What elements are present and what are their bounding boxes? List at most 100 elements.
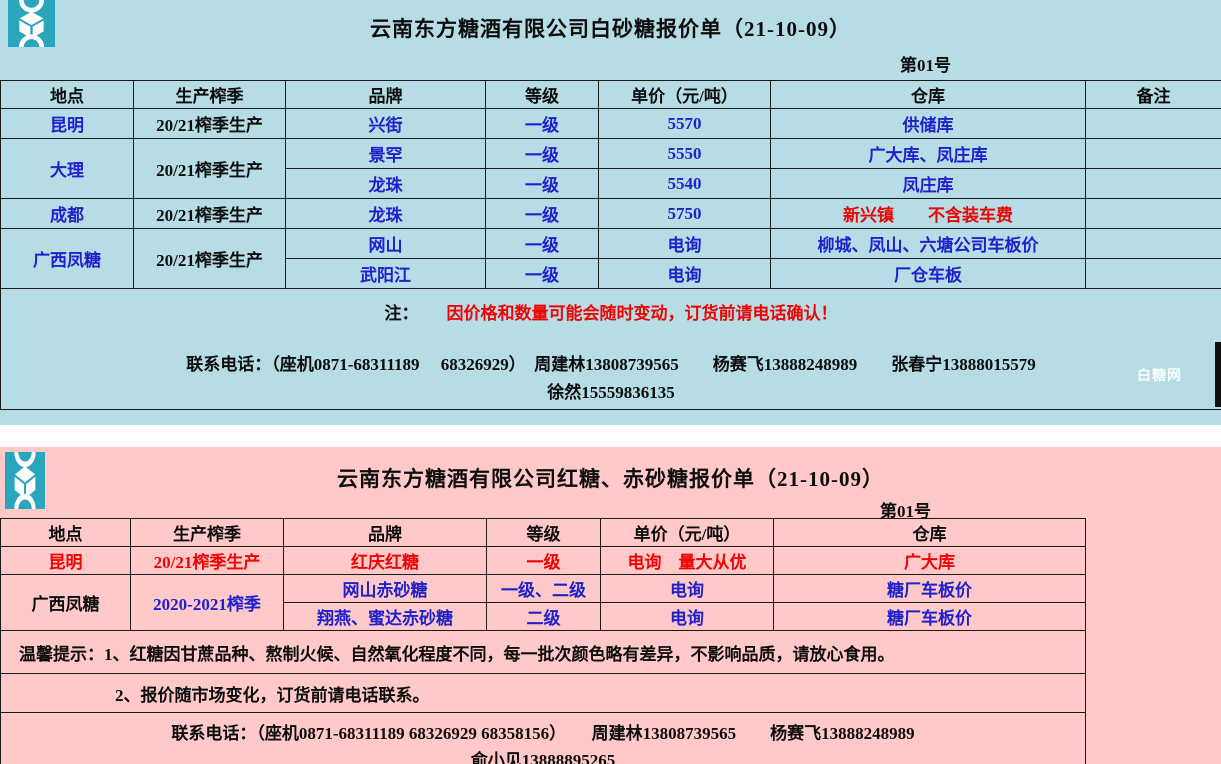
contact-phones-line1: 联系电话：（座机0871-68311189 68326929） 周建林13808… (186, 355, 1036, 374)
cell-brand: 龙珠 (285, 198, 486, 229)
cell-price: 电询 (600, 602, 774, 631)
company-logo-icon (8, 0, 55, 47)
cell-remark-empty (1085, 168, 1221, 199)
white-sugar-table: 地点 生产榨季 品牌 等级 单价（元/吨） 仓库 备注 昆明 20/21榨季生产… (0, 80, 1221, 410)
table-row: 广西凤糖 20/21榨季生产 网山 一级 电询 柳城、凤山、六塘公司车板价 (0, 228, 1221, 289)
cell-remark-empty (1085, 228, 1221, 259)
cell-brand: 红庆红糖 (283, 546, 487, 575)
table-row: 武阳江 一级 电询 厂仓车板 (1, 258, 1221, 289)
cell-location: 昆明 (0, 546, 131, 575)
watermark-text: 白糖网 (1137, 369, 1182, 384)
brown-sugar-section: 云南东方糖酒有限公司红糖、赤砂糖报价单（21-10-09） 第01号 地点 生产… (0, 447, 1221, 764)
header-row: 地点 生产榨季 品牌 等级 单价（元/吨） 仓库 备注 (0, 80, 1221, 109)
cell-season: 20/21榨季生产 (133, 108, 286, 139)
header-warehouse: 仓库 (773, 518, 1086, 547)
header-brand: 品牌 (285, 80, 486, 109)
header-brand: 品牌 (283, 518, 487, 547)
cell-grade: 一级 (485, 198, 599, 229)
footer-row: 注： 因价格和数量可能会随时变动，订货前请电话确认！ 联系电话：（座机0871-6… (0, 288, 1221, 410)
header-price: 单价（元/吨） (598, 80, 771, 109)
cell-brand: 兴街 (285, 108, 486, 139)
cell-warehouse: 凤庄库 (770, 168, 1086, 199)
price-change-note: 注： 因价格和数量可能会随时变动，订货前请电话确认！ (2, 299, 1221, 324)
cell-price: 电询 (600, 574, 774, 603)
cell-brand: 网山赤砂糖 (283, 574, 487, 603)
cell-price: 电询 (598, 258, 771, 289)
cell-warehouse: 供储库 (770, 108, 1086, 139)
white-sugar-sheet-number: 第01号 (900, 56, 951, 75)
cell-price: 5550 (598, 138, 771, 169)
cell-season: 2020-2021榨季 (130, 574, 284, 631)
white-sugar-section: 云南东方糖酒有限公司白砂糖报价单（21-10-09） 第01号 地点 生产榨季 … (0, 0, 1221, 425)
cell-remark-empty (1085, 198, 1221, 229)
white-sugar-title: 云南东方糖酒有限公司白砂糖报价单（21-10-09） (370, 17, 851, 41)
tips-row-1: 温馨提示：1、红糖因甘蔗品种、熬制火候、自然氧化程度不同，每一批次颜色略有差异，… (0, 630, 1086, 674)
cell-warehouse: 柳城、凤山、六塘公司车板价 (770, 228, 1086, 259)
cell-season: 20/21榨季生产 (133, 138, 286, 199)
cell-brand: 武阳江 (285, 258, 486, 289)
header-season: 生产榨季 (130, 518, 284, 547)
cell-grade: 一级 (485, 138, 599, 169)
cell-grade: 二级 (486, 602, 601, 631)
header-price: 单价（元/吨） (600, 518, 774, 547)
section-divider-gap (0, 425, 1221, 447)
cell-location: 大理 (0, 138, 134, 199)
cell-location: 昆明 (0, 108, 134, 139)
table-row: 昆明 20/21榨季生产 红庆红糖 一级 电询 量大从优 广大库 (0, 546, 1086, 575)
table-footer: 联系电话：（座机0871-68311189 68326929 68358156）… (0, 712, 1086, 764)
cell-grade: 一级 (486, 546, 601, 575)
table-row: 龙珠 一级 5540 凤庄库 (1, 168, 1221, 199)
contact-row: 联系电话：（座机0871-68311189 68326929 68358156）… (0, 712, 1086, 764)
table-footer: 注： 因价格和数量可能会随时变动，订货前请电话确认！ 联系电话：（座机0871-6… (0, 288, 1221, 410)
header-remark: 备注 (1085, 80, 1221, 109)
cell-grade: 一级、二级 (486, 574, 601, 603)
cell-grade: 一级 (485, 168, 599, 199)
cell-warehouse: 糖厂车板价 (773, 602, 1086, 631)
note-text: 因价格和数量可能会随时变动，订货前请电话确认！ (446, 304, 838, 323)
cell-season: 20/21榨季生产 (130, 546, 284, 575)
cell-grade: 一级 (485, 228, 599, 259)
cell-season: 20/21榨季生产 (133, 198, 286, 229)
cell-remark-empty (1085, 258, 1221, 289)
cell-grade: 一级 (485, 108, 599, 139)
cell-season: 20/21榨季生产 (133, 228, 286, 289)
price-tip-text: 2、报价随市场变化，订货前请电话联系。 (0, 673, 1086, 713)
header-grade: 等级 (485, 80, 599, 109)
brown-sugar-title: 云南东方糖酒有限公司红糖、赤砂糖报价单（21-10-09） (337, 467, 884, 491)
cell-brand: 网山 (285, 228, 486, 259)
cell-location: 成都 (0, 198, 134, 229)
table-row: 大理 20/21榨季生产 景罕 一级 5550 广大库、凤庄库 (0, 138, 1221, 199)
table-row: 翔燕、蜜达赤砂糖 二级 电询 糖厂车板价 (1, 602, 1086, 631)
tips-row-2: 2、报价随市场变化，订货前请电话联系。 (0, 673, 1086, 713)
table-row: 成都 20/21榨季生产 龙珠 一级 5750 新兴镇 不含装车费 (0, 198, 1221, 229)
cell-remark-empty (1085, 108, 1221, 139)
cell-grade: 一级 (485, 258, 599, 289)
cell-warehouse: 糖厂车板价 (773, 574, 1086, 603)
header-season: 生产榨季 (133, 80, 286, 109)
note-label: 注： (384, 304, 419, 323)
header-row: 地点 生产榨季 品牌 等级 单价（元/吨） 仓库 (0, 518, 1086, 547)
cell-warehouse: 广大库、凤庄库 (770, 138, 1086, 169)
company-logo-icon (5, 452, 45, 509)
table-row: 广西凤糖 2020-2021榨季 网山赤砂糖 一级、二级 电询 糖厂车板价 (0, 574, 1086, 631)
cell-price: 电询 量大从优 (600, 546, 774, 575)
scrollbar-thumb[interactable] (1215, 342, 1221, 407)
cell-price: 5540 (598, 168, 771, 199)
cell-location: 广西凤糖 (0, 228, 134, 289)
brown-sugar-sheet-number: 第01号 (880, 502, 931, 521)
cell-warehouse: 广大库 (773, 546, 1086, 575)
cell-price: 电询 (598, 228, 771, 259)
header-location: 地点 (0, 518, 131, 547)
header-grade: 等级 (486, 518, 601, 547)
brown-sugar-table: 地点 生产榨季 品牌 等级 单价（元/吨） 仓库 昆明 20/21榨季生产 红庆… (0, 518, 1086, 764)
cell-warehouse: 厂仓车板 (770, 258, 1086, 289)
contact-phones-line2: 徐然15559836135 (547, 383, 675, 402)
contact-phones-line2: 俞小见13888895265 (470, 751, 616, 764)
header-location: 地点 (0, 80, 134, 109)
quality-tip-text: 温馨提示：1、红糖因甘蔗品种、熬制火候、自然氧化程度不同，每一批次颜色略有差异，… (0, 630, 1086, 674)
contact-phones-line1: 联系电话：（座机0871-68311189 68326929 68358156）… (171, 724, 915, 743)
cell-warehouse: 新兴镇 不含装车费 (770, 198, 1086, 229)
cell-price: 5750 (598, 198, 771, 229)
cell-brand: 龙珠 (285, 168, 486, 199)
